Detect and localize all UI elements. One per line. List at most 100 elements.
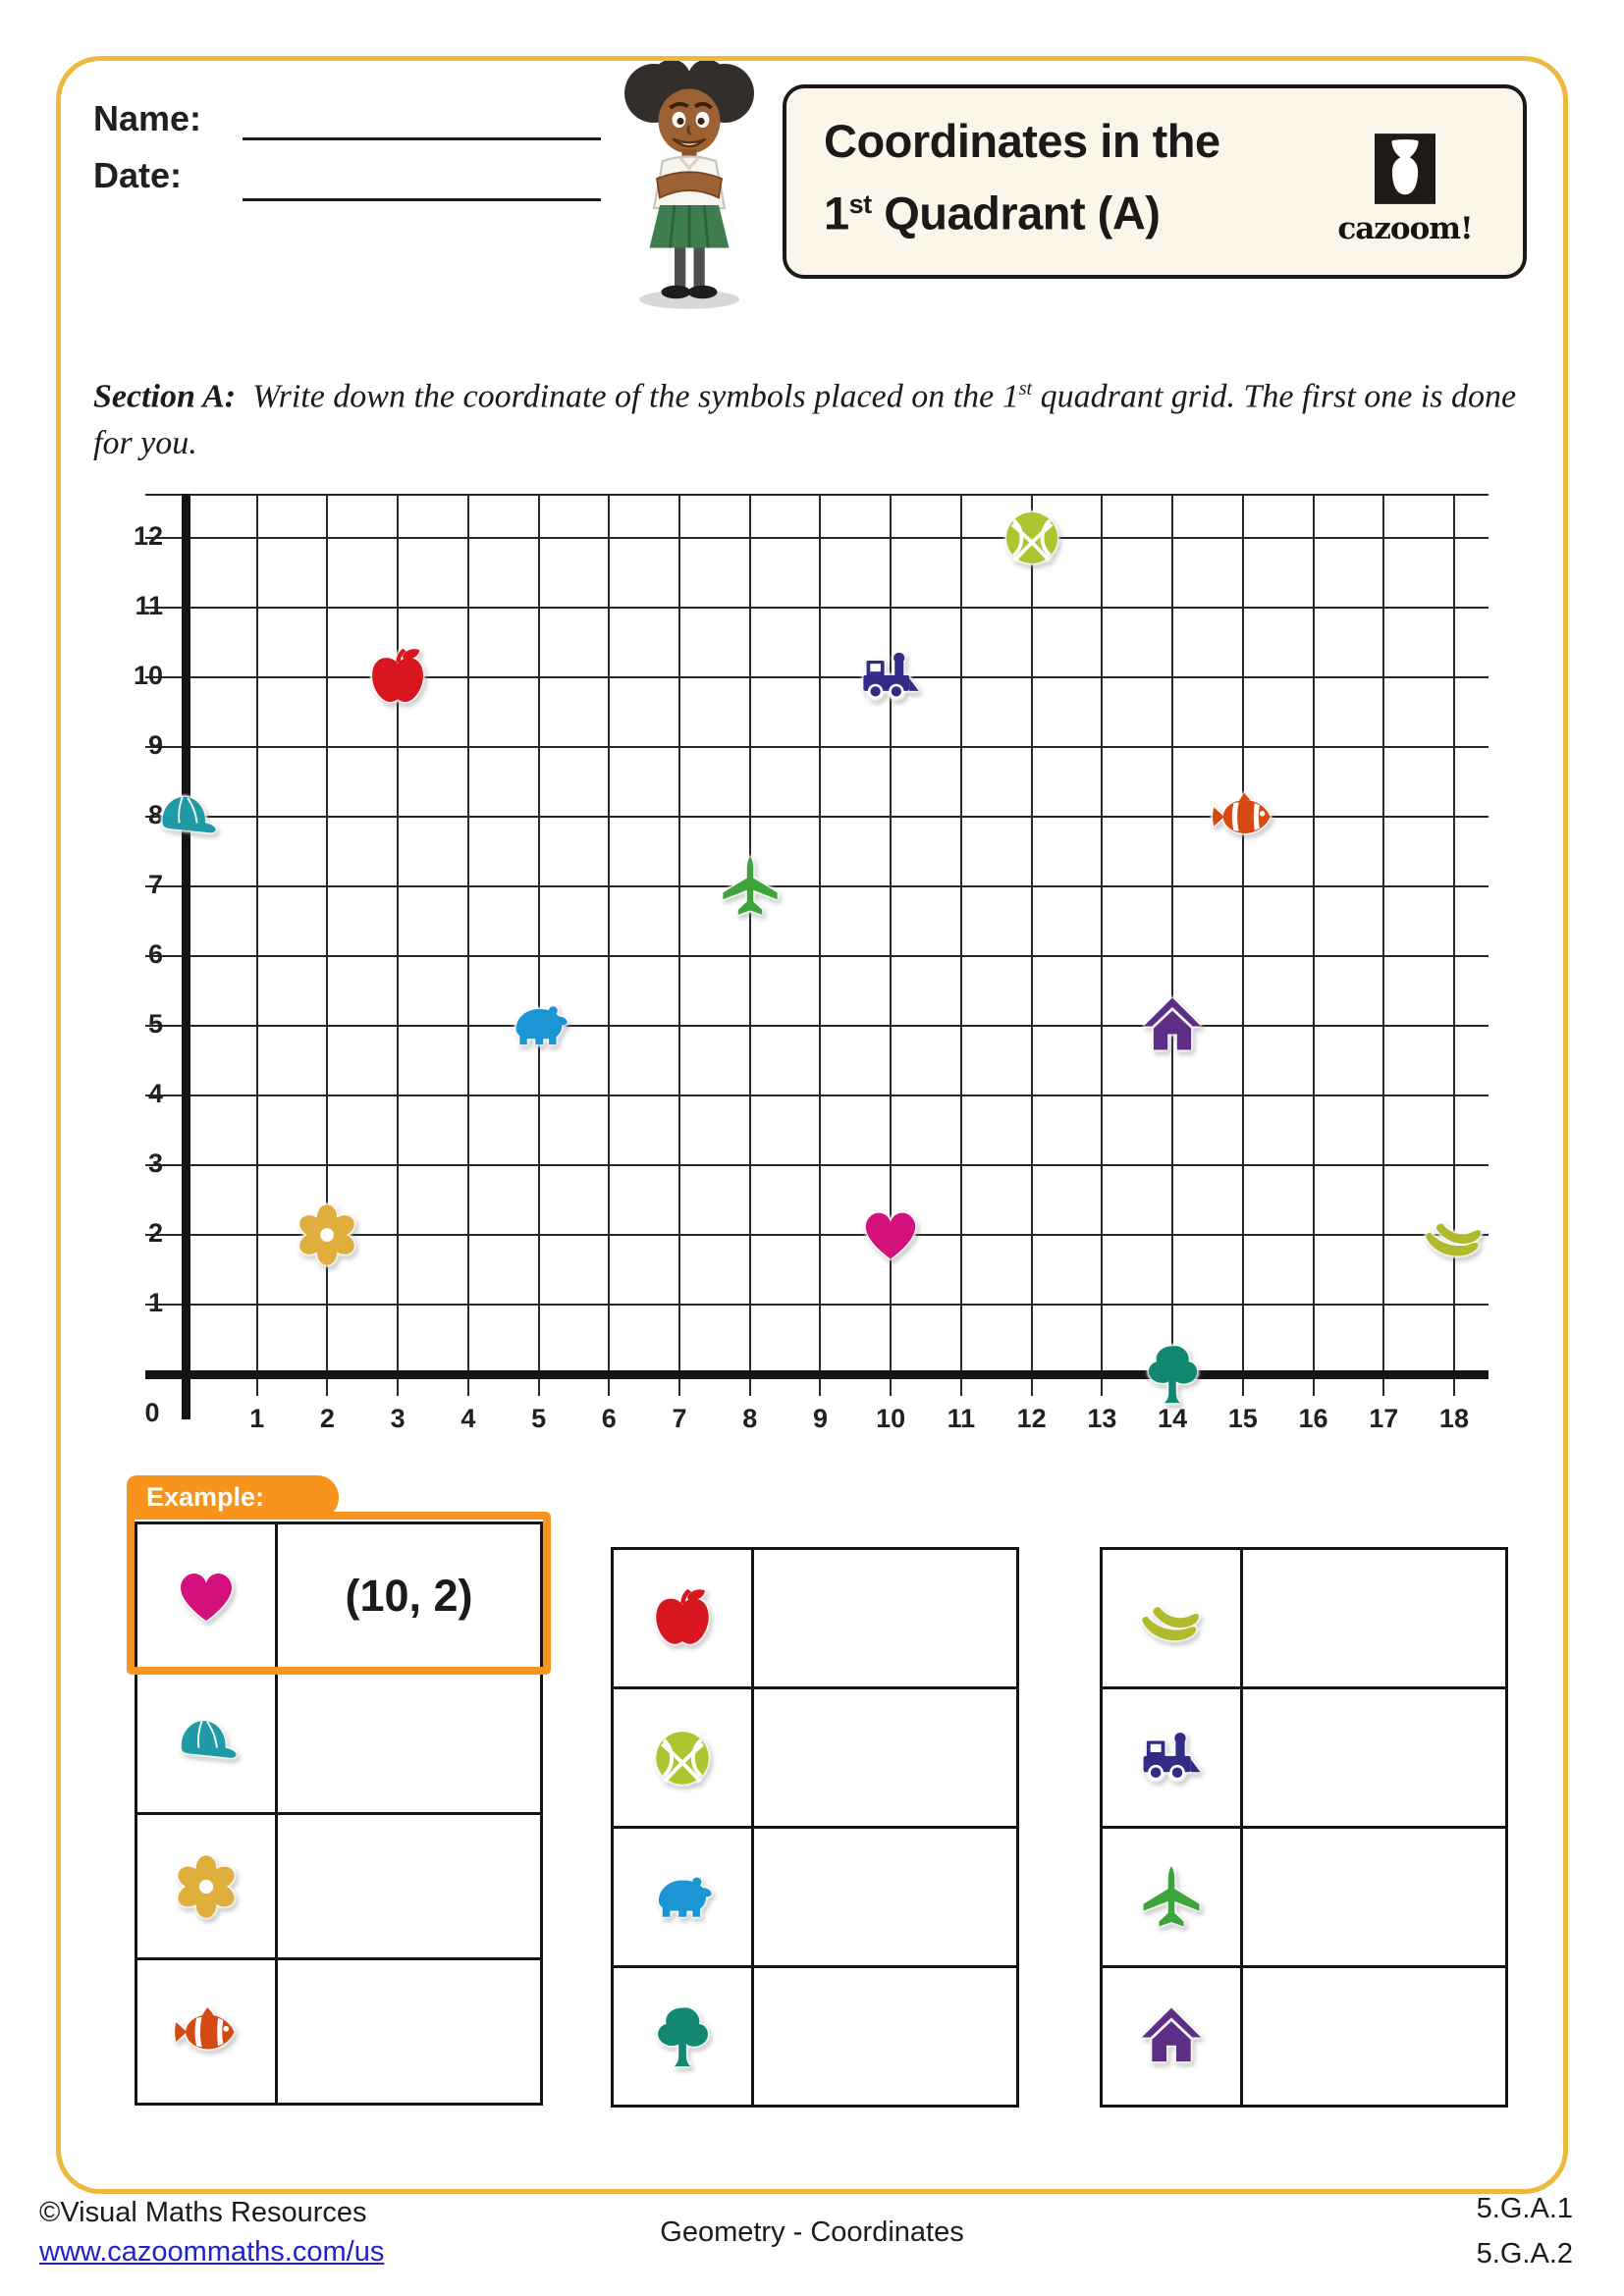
symbol-cell	[137, 1815, 278, 1957]
table-row	[137, 1812, 540, 1957]
symbol-cell	[137, 1524, 278, 1667]
answer-cell[interactable]	[754, 1829, 1016, 1965]
grid-line	[145, 494, 1489, 496]
cap-icon	[172, 1707, 241, 1776]
bear-symbol	[506, 992, 572, 1059]
symbol-cell	[614, 1968, 754, 2105]
footer-standard-2: 5.G.A.2	[1476, 2238, 1573, 2269]
answer-cell[interactable]	[1243, 1968, 1505, 2105]
table-row	[614, 1686, 1016, 1826]
symbol-cell	[1103, 1689, 1243, 1826]
grid-line	[1030, 494, 1033, 1396]
grid-line	[145, 746, 1489, 748]
x-axis	[145, 1370, 1489, 1379]
heart-symbol	[857, 1201, 924, 1268]
table-row	[614, 1965, 1016, 2105]
apple-icon	[648, 1584, 717, 1653]
y-tick-label: 5	[147, 1009, 163, 1039]
flower-symbol	[294, 1201, 360, 1268]
table-row	[1103, 1686, 1505, 1826]
date-label: Date:	[93, 155, 183, 195]
name-label: Name:	[93, 98, 202, 138]
x-tick-label: 1	[249, 1404, 265, 1433]
symbol-cell	[614, 1550, 754, 1686]
symbol-cell	[137, 1670, 278, 1812]
footer-standard-1: 5.G.A.1	[1476, 2193, 1573, 2224]
table-row	[1103, 1550, 1505, 1686]
x-tick-label: 5	[531, 1404, 547, 1433]
flower-icon	[172, 1852, 241, 1921]
worksheet-title: Coordinates in the 1st Quadrant (A)	[824, 115, 1220, 240]
answer-cell[interactable]	[1243, 1829, 1505, 1965]
table-row	[1103, 1826, 1505, 1965]
y-tick-label: 9	[147, 730, 163, 760]
tree-icon	[648, 2002, 717, 2071]
x-tick-label: 10	[876, 1404, 906, 1433]
x-tick-label: 3	[390, 1404, 406, 1433]
example-row: (10, 2)	[137, 1524, 540, 1667]
answer-cell[interactable]	[1243, 1550, 1505, 1686]
x-tick-label: 11	[947, 1404, 976, 1433]
x-tick-label: 2	[319, 1404, 335, 1433]
grid-line	[890, 494, 893, 1396]
symbol-cell	[614, 1829, 754, 1965]
grid-line	[678, 494, 681, 1396]
x-tick-label: 16	[1298, 1404, 1328, 1433]
answer-table-3	[1100, 1547, 1508, 2108]
grid-line	[748, 494, 751, 1396]
grid-line	[397, 494, 400, 1396]
drum-logo-icon	[1375, 133, 1435, 204]
name-input-line[interactable]	[243, 137, 601, 140]
section-instruction: Section A: Write down the coordinate of …	[93, 378, 1517, 462]
y-tick-label: 12	[133, 521, 163, 551]
answer-cell[interactable]	[1243, 1689, 1505, 1826]
grid-line	[959, 494, 962, 1396]
x-tick-label: 13	[1087, 1404, 1117, 1433]
x-tick-label: 4	[460, 1404, 476, 1433]
answer-cell[interactable]	[278, 1960, 540, 2103]
grid-line	[145, 1095, 1489, 1096]
example-tab: Example:	[127, 1475, 339, 1520]
grid-line	[1241, 494, 1244, 1396]
table-row	[137, 1957, 540, 2103]
banana-symbol	[1421, 1201, 1488, 1268]
heart-icon	[172, 1562, 241, 1630]
grid-line	[537, 494, 540, 1396]
grid-line	[1312, 494, 1315, 1396]
grid-line	[145, 1304, 1489, 1306]
grid-line	[145, 816, 1489, 818]
table-row	[1103, 1965, 1505, 2105]
answer-cell[interactable]	[754, 1550, 1016, 1686]
x-tick-label: 6	[601, 1404, 617, 1433]
y-tick-label: 3	[147, 1148, 163, 1178]
date-input-line[interactable]	[243, 198, 601, 201]
x-tick-label: 15	[1227, 1404, 1258, 1433]
x-tick-label: 8	[742, 1404, 758, 1433]
answer-cell[interactable]	[754, 1968, 1016, 2105]
x-tick-label: 14	[1158, 1404, 1188, 1433]
plane-symbol	[717, 853, 784, 920]
grid-line	[1382, 494, 1385, 1396]
answer-cell[interactable]	[278, 1670, 540, 1812]
fish-icon	[172, 1998, 241, 2066]
y-tick-label: 1	[147, 1288, 163, 1317]
grid-line	[1101, 494, 1104, 1396]
footer-url-link[interactable]: www.cazoommaths.com/us	[39, 2236, 385, 2268]
answer-table-1: (10, 2)	[135, 1522, 543, 2106]
cazoom-logo: cazoom!	[1326, 133, 1484, 246]
house-icon	[1137, 2002, 1206, 2071]
y-tick-label: 6	[147, 939, 163, 969]
answer-cell[interactable]	[754, 1689, 1016, 1826]
grid-line	[145, 1164, 1489, 1166]
example-answer-cell: (10, 2)	[345, 1570, 473, 1621]
symbol-cell	[1103, 1550, 1243, 1686]
table-row	[137, 1667, 540, 1812]
answer-cell[interactable]	[278, 1815, 540, 1957]
y-axis	[182, 494, 190, 1419]
y-tick-label: 11	[135, 591, 163, 620]
x-tick-label: 18	[1438, 1404, 1469, 1433]
apple-symbol	[364, 644, 431, 711]
grid-line	[466, 494, 469, 1396]
train-symbol	[857, 644, 924, 711]
symbol-cell	[614, 1689, 754, 1826]
